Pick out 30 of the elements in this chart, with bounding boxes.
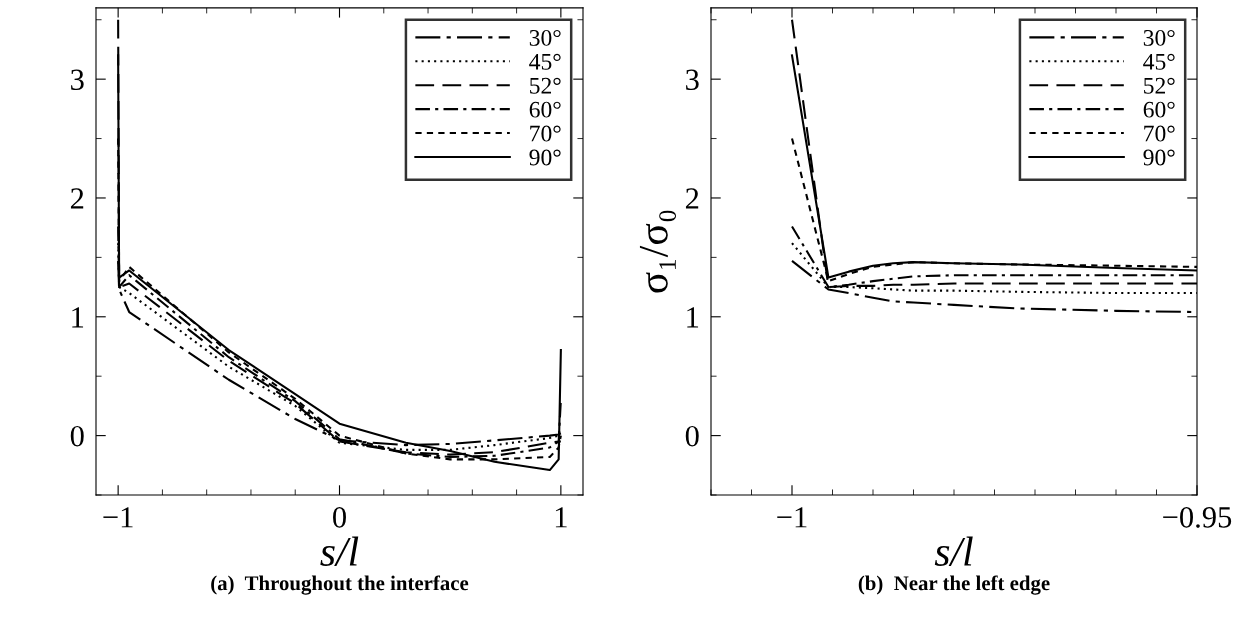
y-tick-label: 3 xyxy=(71,69,84,91)
y-tick-label: 3 xyxy=(686,69,699,91)
legend-label: 45° xyxy=(1143,53,1175,70)
legend-label: 30° xyxy=(1143,29,1175,46)
legend-label: 60° xyxy=(1143,101,1175,118)
x-tick-label: −0.95 xyxy=(1163,507,1232,528)
x-tick-label: 0 xyxy=(333,507,346,528)
legend-label: 70° xyxy=(1144,125,1175,142)
y-tick-label: 1 xyxy=(687,307,699,328)
legend-label: 90° xyxy=(1143,149,1175,166)
y-axis-title: σ₁/σ₀ xyxy=(639,210,677,293)
legend-label: 30° xyxy=(529,29,561,46)
x-tick-label: 1 xyxy=(555,507,567,528)
legend-label: 45° xyxy=(529,53,561,70)
legend-label: 52° xyxy=(1144,77,1175,94)
x-axis-title: s/l xyxy=(320,536,359,566)
x-tick-label: −1 xyxy=(103,507,133,528)
text: (a) Throughout the interface xyxy=(211,575,469,595)
y-tick-label: 0 xyxy=(685,425,699,447)
legend-label: 70° xyxy=(530,125,561,142)
y-tick-label: 1 xyxy=(72,307,84,328)
x-tick-label: −1 xyxy=(777,507,807,528)
legend-label: 52° xyxy=(530,77,561,94)
legend-label: 60° xyxy=(529,101,561,118)
y-tick-label: 0 xyxy=(70,425,84,447)
legend-label: 90° xyxy=(529,149,561,166)
y-tick-label: 2 xyxy=(685,188,699,209)
y-tick-label: 2 xyxy=(70,188,84,209)
x-axis-title: s/l xyxy=(934,536,973,566)
text: (b) Near the left edge xyxy=(858,575,1050,595)
